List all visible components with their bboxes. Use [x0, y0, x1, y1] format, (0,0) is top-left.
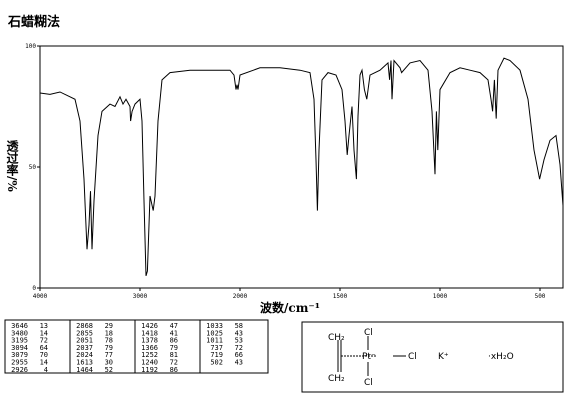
peak-transmittance: 4: [44, 366, 48, 374]
peak-transmittance: 58: [235, 322, 243, 330]
table-frame: [4, 319, 269, 374]
x-axis-label: 波数/cm⁻¹: [260, 300, 320, 315]
x-tick-label: 3000: [133, 293, 148, 300]
peak-wavenumber: 2024: [76, 351, 93, 359]
peak-wavenumber: 1252: [141, 351, 158, 359]
peak-wavenumber: 3079: [11, 351, 28, 359]
y-axis-label: 透过率/%: [5, 140, 19, 192]
peak-wavenumber: 3646: [11, 322, 28, 330]
peak-transmittance: 41: [170, 329, 178, 337]
peak-transmittance: 72: [170, 359, 178, 367]
peak-wavenumber: 1240: [141, 359, 158, 367]
peak-wavenumber: 719: [210, 351, 223, 359]
peak-wavenumber: 2037: [76, 344, 93, 352]
atom-label: Cl: [364, 328, 373, 338]
chart-title: 石蜡糊法: [7, 14, 60, 30]
atom-label: Cl: [364, 378, 373, 388]
peak-wavenumber: 1033: [206, 322, 223, 330]
peak-transmittance: 66: [235, 351, 243, 359]
structure-frame: [301, 321, 564, 393]
y-tick-label: 50: [29, 164, 37, 171]
peak-transmittance: 43: [235, 329, 243, 337]
peak-transmittance: 81: [170, 351, 178, 359]
peak-wavenumber: 1426: [141, 322, 158, 330]
peak-transmittance: 72: [40, 337, 48, 345]
peak-transmittance: 29: [105, 322, 113, 330]
spectrum-line: [39, 57, 564, 277]
x-tick-label: 500: [535, 293, 546, 300]
peak-transmittance: 30: [105, 359, 113, 367]
atom-label: Pt⁻: [362, 352, 376, 362]
peak-wavenumber: 1378: [141, 337, 158, 345]
peak-transmittance: 14: [40, 359, 48, 367]
x-tick-label: 2000: [233, 293, 248, 300]
peak-transmittance: 86: [170, 337, 178, 345]
peak-wavenumber: 1025: [206, 329, 223, 337]
peak-transmittance: 77: [105, 351, 113, 359]
water-label: ·xH₂O: [488, 352, 514, 362]
x-tick-label: 1000: [433, 293, 448, 300]
x-tick-label: 1500: [333, 293, 348, 300]
peak-wavenumber: 2855: [76, 329, 93, 337]
peak-wavenumber: 2955: [11, 359, 28, 367]
peak-wavenumber: 1192: [141, 366, 158, 374]
y-tick-label: 0: [32, 285, 36, 292]
plot-frame: [39, 45, 564, 289]
peak-wavenumber: 1011: [206, 337, 223, 345]
peak-wavenumber: 3195: [11, 337, 28, 345]
peak-transmittance: 64: [40, 344, 48, 352]
x-tick-label: 4000: [33, 293, 48, 300]
peak-wavenumber: 737: [210, 344, 223, 352]
peak-wavenumber: 1366: [141, 344, 158, 352]
peak-wavenumber: 502: [210, 359, 223, 367]
atom-label: CH₂: [328, 374, 345, 384]
peak-wavenumber: 3094: [11, 344, 28, 352]
peak-transmittance: 53: [235, 337, 243, 345]
peak-transmittance: 79: [105, 344, 113, 352]
y-tick-label: 100: [25, 43, 36, 50]
peak-transmittance: 18: [105, 329, 113, 337]
peak-transmittance: 86: [170, 366, 178, 374]
cation-label: K⁺: [438, 352, 449, 362]
atom-label: CH₂: [328, 333, 345, 343]
peak-transmittance: 79: [170, 344, 178, 352]
atom-label: Cl: [408, 352, 417, 362]
peak-transmittance: 70: [40, 351, 48, 359]
peak-wavenumber: 1418: [141, 329, 158, 337]
peak-transmittance: 14: [40, 329, 48, 337]
peak-transmittance: 13: [40, 322, 48, 330]
peak-transmittance: 47: [170, 322, 178, 330]
peak-wavenumber: 2868: [76, 322, 93, 330]
peak-transmittance: 52: [105, 366, 113, 374]
peak-transmittance: 43: [235, 359, 243, 367]
peak-transmittance: 78: [105, 337, 113, 345]
peak-wavenumber: 2051: [76, 337, 93, 345]
peak-wavenumber: 1464: [76, 366, 93, 374]
peak-wavenumber: 3480: [11, 329, 28, 337]
peak-wavenumber: 1613: [76, 359, 93, 367]
peak-transmittance: 72: [235, 344, 243, 352]
peak-wavenumber: 2926: [11, 366, 28, 374]
